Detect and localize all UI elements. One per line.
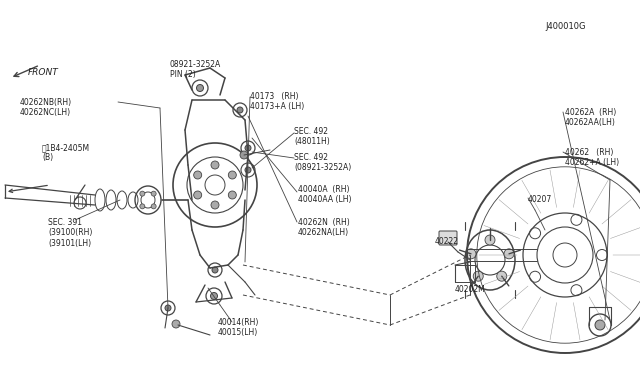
Circle shape [595, 320, 605, 330]
Text: 40014(RH)
40015(LH): 40014(RH) 40015(LH) [218, 318, 259, 337]
Circle shape [497, 271, 507, 281]
Circle shape [245, 167, 251, 173]
Circle shape [194, 191, 202, 199]
Circle shape [151, 191, 156, 196]
Text: J400010G: J400010G [545, 22, 586, 31]
Circle shape [165, 305, 171, 311]
Circle shape [211, 161, 219, 169]
FancyBboxPatch shape [439, 231, 457, 245]
Circle shape [466, 249, 476, 259]
Text: 40202M: 40202M [455, 285, 486, 294]
Text: 08921-3252A
PIN (2): 08921-3252A PIN (2) [170, 60, 221, 79]
Text: 40262A  (RH)
40262AA(LH): 40262A (RH) 40262AA(LH) [565, 108, 616, 127]
Text: 40207: 40207 [528, 195, 552, 204]
Text: SEC. 492
(08921-3252A): SEC. 492 (08921-3252A) [294, 153, 351, 172]
Circle shape [504, 249, 514, 259]
Circle shape [228, 191, 236, 199]
Circle shape [245, 145, 251, 151]
Text: ␘1B4-2405M
(B): ␘1B4-2405M (B) [42, 143, 90, 163]
Text: FRONT: FRONT [28, 68, 59, 77]
Circle shape [140, 191, 145, 196]
Circle shape [172, 320, 180, 328]
Circle shape [237, 107, 243, 113]
Text: SEC. 492
(48011H): SEC. 492 (48011H) [294, 127, 330, 147]
Text: 40222: 40222 [435, 237, 459, 246]
Circle shape [473, 271, 483, 281]
Circle shape [211, 292, 218, 299]
Circle shape [212, 267, 218, 273]
Circle shape [485, 235, 495, 245]
Circle shape [228, 171, 236, 179]
Circle shape [194, 171, 202, 179]
Text: 40262   (RH)
40262+A (LH): 40262 (RH) 40262+A (LH) [565, 148, 619, 167]
Text: 40262N  (RH)
40262NA(LH): 40262N (RH) 40262NA(LH) [298, 218, 349, 237]
Circle shape [151, 204, 156, 209]
Text: 40040A  (RH)
40040AA (LH): 40040A (RH) 40040AA (LH) [298, 185, 351, 204]
Circle shape [140, 204, 145, 209]
Text: 40262NB(RH)
40262NC(LH): 40262NB(RH) 40262NC(LH) [20, 98, 72, 118]
Circle shape [240, 151, 248, 159]
Text: 40173   (RH)
40173+A (LH): 40173 (RH) 40173+A (LH) [250, 92, 304, 111]
Circle shape [196, 84, 204, 92]
Circle shape [211, 201, 219, 209]
Text: SEC. 391
(39100(RH)
(39101(LH): SEC. 391 (39100(RH) (39101(LH) [48, 218, 92, 248]
